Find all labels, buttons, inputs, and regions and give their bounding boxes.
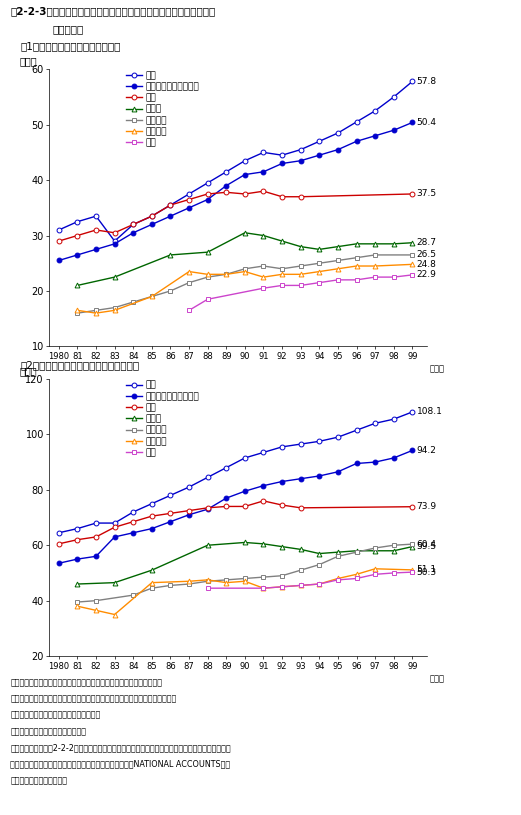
Legend: 日本, 日本（自然科学のみ）, 米国, ドイツ, フランス, イギリス, ＥＵ: 日本, 日本（自然科学のみ）, 米国, ドイツ, フランス, イギリス, ＥＵ xyxy=(126,71,200,148)
Text: 50.3: 50.3 xyxy=(416,567,437,577)
Text: 94.2: 94.2 xyxy=(416,446,437,455)
Text: 108.1: 108.1 xyxy=(416,408,442,416)
Text: 第2-2-3図　主要国における人口及び労働力人口１万人当たりの研究: 第2-2-3図 主要国における人口及び労働力人口１万人当たりの研究 xyxy=(10,6,216,15)
Text: 60.4: 60.4 xyxy=(416,540,437,548)
Text: 26.5: 26.5 xyxy=(416,250,437,259)
Text: 22.9: 22.9 xyxy=(416,271,437,280)
Text: 57.8: 57.8 xyxy=(416,77,437,86)
Text: （年）: （年） xyxy=(429,364,444,373)
Text: （人）: （人） xyxy=(19,366,37,377)
Text: 73.9: 73.9 xyxy=(416,502,437,511)
Text: 37.5: 37.5 xyxy=(416,189,437,199)
Text: 50.4: 50.4 xyxy=(416,118,437,127)
Text: 及び「労働力調査報告書」、その他の国はＯＥＣＤ『NATIONAL ACCOUNTS』。: 及び「労働力調査報告書」、その他の国はＯＥＣＤ『NATIONAL ACCOUNT… xyxy=(10,760,231,769)
Text: 注）１．国際比較を行うため、各国とも人文・社会科学を含めている。: 注）１．国際比較を行うため、各国とも人文・社会科学を含めている。 xyxy=(10,678,163,687)
Text: 51.1: 51.1 xyxy=(416,566,437,575)
Text: ３．ＥＵはＯＥＣＤの推計値。: ３．ＥＵはＯＥＣＤの推計値。 xyxy=(10,727,86,736)
Text: なお、日本については自然科学のみの研究者数を併せて表示している。: なお、日本については自然科学のみの研究者数を併せて表示している。 xyxy=(10,694,177,703)
Text: （1）人口１万人当たりの研究者数: （1）人口１万人当たりの研究者数 xyxy=(21,41,121,51)
Text: 28.7: 28.7 xyxy=(416,238,437,247)
Legend: 日本, 日本（自然科学のみ）, 米国, ドイツ, フランス, イギリス, ＥＵ: 日本, 日本（自然科学のみ）, 米国, ドイツ, フランス, イギリス, ＥＵ xyxy=(126,381,200,457)
Text: （2）労働力人口１万人当たりの研究者数: （2）労働力人口１万人当たりの研究者数 xyxy=(21,360,140,370)
Text: 59.5: 59.5 xyxy=(416,542,437,551)
Text: （人）: （人） xyxy=(19,56,37,67)
Text: 者数の推移: 者数の推移 xyxy=(52,24,83,34)
Text: （参照：付属資料（１））: （参照：付属資料（１）） xyxy=(10,776,67,785)
Text: 資料：研究者数は第2-2-2図に同じ。人口及び労働力人口は、日本は総務省統計局「人口推計資料」: 資料：研究者数は第2-2-2図に同じ。人口及び労働力人口は、日本は総務省統計局「… xyxy=(10,743,231,752)
Text: （年）: （年） xyxy=(429,674,444,683)
Text: 24.8: 24.8 xyxy=(416,260,437,269)
Text: ２．日本は各年度とも４月１日現在。: ２．日本は各年度とも４月１日現在。 xyxy=(10,711,101,720)
